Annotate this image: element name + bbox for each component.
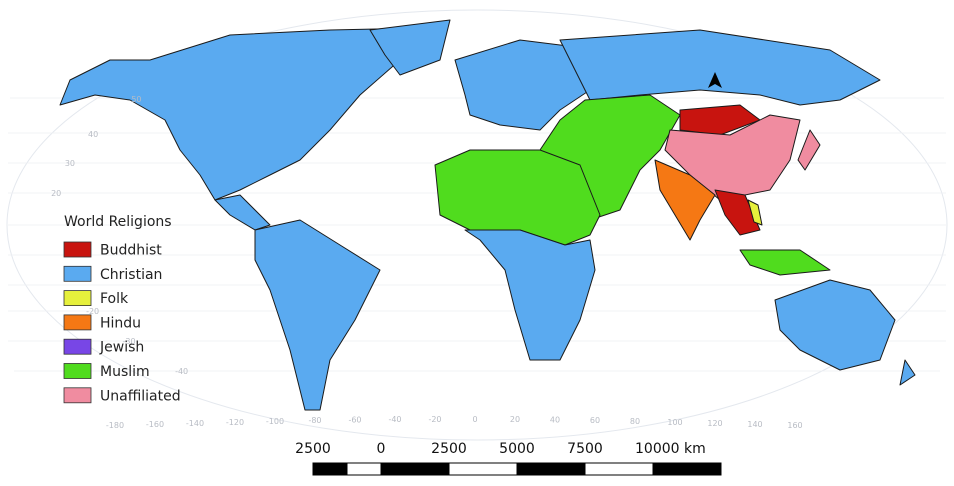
china [664, 114, 801, 201]
scale-label: 2500 [431, 441, 467, 457]
latitude-label: 20 [51, 189, 61, 198]
scale-label: 10000 km [635, 441, 706, 457]
legend-label: Buddhist [100, 243, 162, 259]
longitude-label: 20 [510, 415, 520, 424]
central-america [214, 194, 271, 231]
legend-swatch [63, 290, 92, 307]
longitude-label: -60 [348, 416, 361, 425]
greenland [369, 19, 451, 76]
vietnam [747, 199, 763, 226]
southeast-asia [714, 189, 761, 236]
longitude-label: -160 [146, 420, 164, 429]
scale-segment [652, 462, 722, 476]
longitude-label: -100 [266, 417, 284, 426]
longitude-label: -120 [226, 418, 244, 427]
japan [797, 129, 821, 171]
land-masses [59, 19, 916, 411]
scale-segment [584, 462, 654, 476]
longitude-label: 80 [630, 417, 640, 426]
scale-segment [346, 462, 382, 476]
legend-swatch [63, 265, 92, 282]
longitude-label: 40 [550, 416, 560, 425]
longitude-label: -80 [308, 416, 321, 425]
graticule-labels: -180 -160 -140 -120 -100 -80 -60 -40 -20 0 20 40 60 8… [51, 95, 803, 430]
legend-label: Folk [100, 291, 129, 307]
legend-label: Hindu [100, 315, 141, 331]
longitude-label: -140 [186, 419, 204, 428]
longitude-label: -40 [388, 415, 401, 424]
scale-segment [312, 462, 348, 476]
longitude-label: -180 [106, 421, 124, 430]
north-africa [434, 149, 601, 246]
legend-label: Muslim [100, 364, 150, 380]
scale-segment [380, 462, 450, 476]
scale-label: 2500 [295, 441, 331, 457]
latitude-label: -30 [122, 337, 135, 346]
legend: World Religions Buddhist Christian Folk Hin… [63, 214, 181, 404]
legend-label: Christian [100, 267, 162, 283]
scale-label: 7500 [567, 441, 603, 457]
scale-segment [448, 462, 518, 476]
sub-saharan-africa [464, 229, 596, 361]
longitude-label: 60 [590, 416, 600, 425]
australia [774, 279, 896, 371]
scale-label: 0 [377, 441, 386, 457]
legend-swatch [63, 363, 92, 379]
legend-swatch [63, 241, 92, 258]
legend-swatch [63, 387, 92, 404]
scale-segment [516, 462, 586, 476]
legend-title: World Religions [64, 214, 172, 230]
longitude-label: 120 [707, 419, 722, 428]
new-zealand [899, 359, 916, 386]
longitude-label: 140 [747, 420, 762, 429]
europe [454, 39, 601, 131]
legend-label: Jewish [99, 340, 144, 356]
mongolia [679, 104, 761, 136]
latitude-label: 50 [131, 95, 141, 104]
latitude-label: 30 [65, 159, 75, 168]
scale-bar: 2500 0 2500 5000 7500 10000 km [295, 441, 722, 476]
longitude-label: 160 [787, 421, 802, 430]
latitude-label: -40 [175, 367, 188, 376]
legend-swatch [63, 338, 92, 355]
longitude-label: 0 [472, 415, 477, 424]
longitude-label: -20 [428, 415, 441, 424]
latitude-label: -20 [86, 307, 99, 316]
india [654, 159, 716, 241]
north-arrow [708, 72, 722, 88]
south-america [254, 219, 381, 411]
latitude-label: 40 [88, 130, 98, 139]
legend-label: Unaffiliated [100, 388, 181, 404]
scale-label: 5000 [499, 441, 535, 457]
indonesia [739, 249, 831, 276]
legend-swatch [63, 314, 92, 331]
longitude-label: 100 [667, 418, 682, 427]
